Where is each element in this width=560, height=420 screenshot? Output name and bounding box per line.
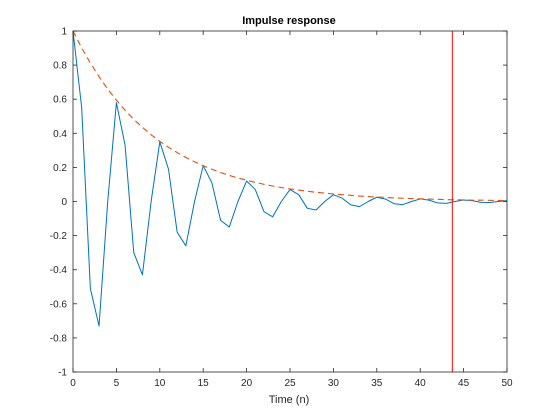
x-tick-label: 35 bbox=[371, 378, 383, 389]
y-tick-label: 1 bbox=[61, 27, 67, 38]
x-tick-label: 10 bbox=[154, 378, 166, 389]
x-tick-label: 20 bbox=[241, 378, 253, 389]
x-axis-title: Time (n) bbox=[269, 394, 310, 406]
impulse-response-line bbox=[72, 30, 508, 327]
x-tick-label: 40 bbox=[415, 378, 427, 389]
y-tick-label: 0.6 bbox=[53, 95, 67, 106]
y-tick-label: 0 bbox=[61, 197, 67, 208]
y-tick-label: 0.4 bbox=[53, 129, 67, 140]
chart-title: Impulse response bbox=[242, 15, 336, 27]
y-tick-label: -0.4 bbox=[50, 265, 68, 276]
y-tick-label: -1 bbox=[58, 368, 67, 379]
x-tick-label: 5 bbox=[114, 378, 120, 389]
y-tick-label: 0.2 bbox=[53, 163, 67, 174]
x-tick-label: 0 bbox=[70, 378, 76, 389]
x-tick-label: 25 bbox=[284, 378, 296, 389]
y-tick-label: -0.6 bbox=[50, 299, 68, 310]
y-tick-label: -0.8 bbox=[50, 333, 68, 344]
plot-layer bbox=[72, 30, 508, 372]
x-tick-label: 15 bbox=[198, 378, 210, 389]
x-tick-label: 30 bbox=[328, 378, 340, 389]
y-tick-label: 0.8 bbox=[53, 61, 67, 72]
x-tick-label: 45 bbox=[458, 378, 470, 389]
x-tick-label: 50 bbox=[501, 378, 513, 389]
envelope-dashed-line bbox=[72, 30, 508, 202]
axes-layer: 0 5 10 15 20 25 30 35 40 45 50 -1 -0.8 -0.6 -0.4 -0.2 0 0… bbox=[50, 27, 513, 390]
y-tick-label: -0.2 bbox=[50, 231, 68, 242]
